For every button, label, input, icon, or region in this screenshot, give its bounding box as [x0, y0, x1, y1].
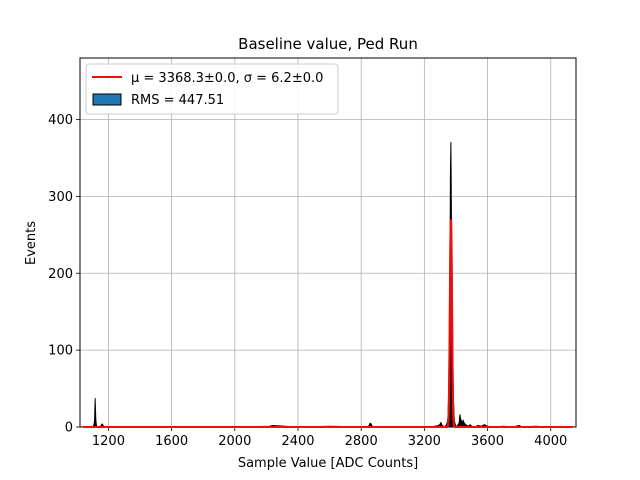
x-axis-label: Sample Value [ADC Counts] — [238, 456, 418, 471]
legend-hist-label: RMS = 447.51 — [131, 93, 224, 108]
x-tick-label: 4000 — [534, 434, 567, 449]
y-tick-label: 100 — [48, 344, 73, 359]
x-axis-ticks: 1200 1600 2000 2400 2800 3200 3600 4000 — [92, 427, 567, 449]
chart-title: Baseline value, Ped Run — [238, 35, 418, 53]
histogram-bars — [82, 142, 574, 428]
x-tick-label: 1200 — [92, 434, 125, 449]
fit-layer — [83, 219, 573, 429]
y-tick-label: 300 — [48, 190, 73, 205]
legend: μ = 3368.3±0.0, σ = 6.2±0.0 RMS = 447.51 — [85, 63, 339, 115]
y-axis-ticks: 0 100 200 300 400 — [48, 113, 80, 436]
fit-line-peak — [446, 219, 456, 429]
y-axis-label: Events — [24, 221, 39, 265]
legend-box — [85, 63, 339, 115]
x-tick-label: 3600 — [471, 434, 504, 449]
grid — [80, 58, 576, 428]
x-tick-label: 2400 — [281, 434, 314, 449]
x-tick-label: 1600 — [155, 434, 188, 449]
y-tick-label: 0 — [65, 421, 73, 436]
histogram-layer — [82, 142, 574, 428]
x-tick-label: 2800 — [345, 434, 378, 449]
x-tick-label: 2000 — [218, 434, 251, 449]
legend-hist-swatch — [92, 93, 122, 106]
x-tick-label: 3200 — [408, 434, 441, 449]
fit-line-baseline — [83, 219, 573, 428]
legend-fit-label: μ = 3368.3±0.0, σ = 6.2±0.0 — [131, 71, 323, 86]
y-tick-label: 200 — [48, 267, 73, 282]
y-tick-label: 400 — [48, 113, 73, 128]
